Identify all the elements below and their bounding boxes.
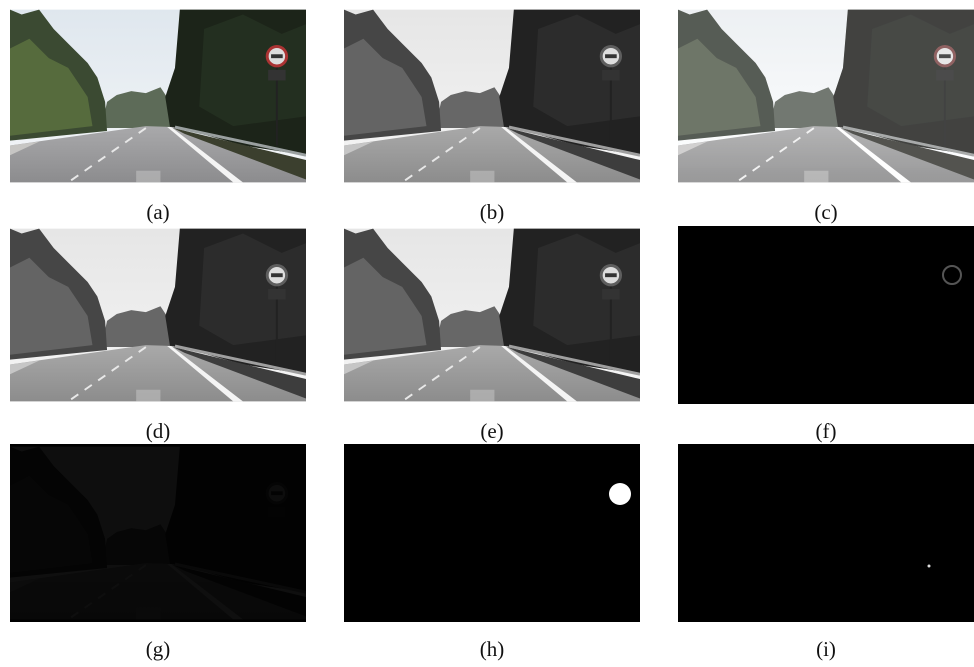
panel-image [678, 10, 974, 183]
panel [678, 10, 974, 183]
panel [10, 10, 306, 183]
panel [344, 444, 640, 622]
panel-image [678, 444, 974, 622]
panel-image [678, 226, 974, 404]
figure: (a) (b) (c) (d) (e) (f) (g) (h) (i) [0, 0, 974, 667]
detected-blob [609, 483, 631, 505]
panel-image [344, 10, 640, 183]
panel [10, 444, 306, 622]
detected-point [928, 565, 931, 568]
panel [10, 229, 306, 402]
panel-image [10, 10, 306, 183]
panel-caption: (a) [146, 200, 169, 224]
panel-caption: (d) [146, 419, 171, 443]
faint-scene [10, 447, 306, 620]
panel-caption: (c) [814, 200, 837, 224]
panel [678, 444, 974, 622]
panel-caption: (h) [480, 637, 505, 661]
panel-caption: (i) [816, 637, 836, 661]
panel-image [344, 229, 640, 402]
panel [344, 229, 640, 402]
panel [678, 226, 974, 404]
panel [344, 10, 640, 183]
panel-caption: (e) [480, 419, 503, 443]
panel-image [10, 229, 306, 402]
panel-image [344, 444, 640, 622]
panel-caption: (g) [146, 637, 171, 661]
panel-caption: (b) [480, 200, 505, 224]
panel-caption: (f) [816, 419, 837, 443]
